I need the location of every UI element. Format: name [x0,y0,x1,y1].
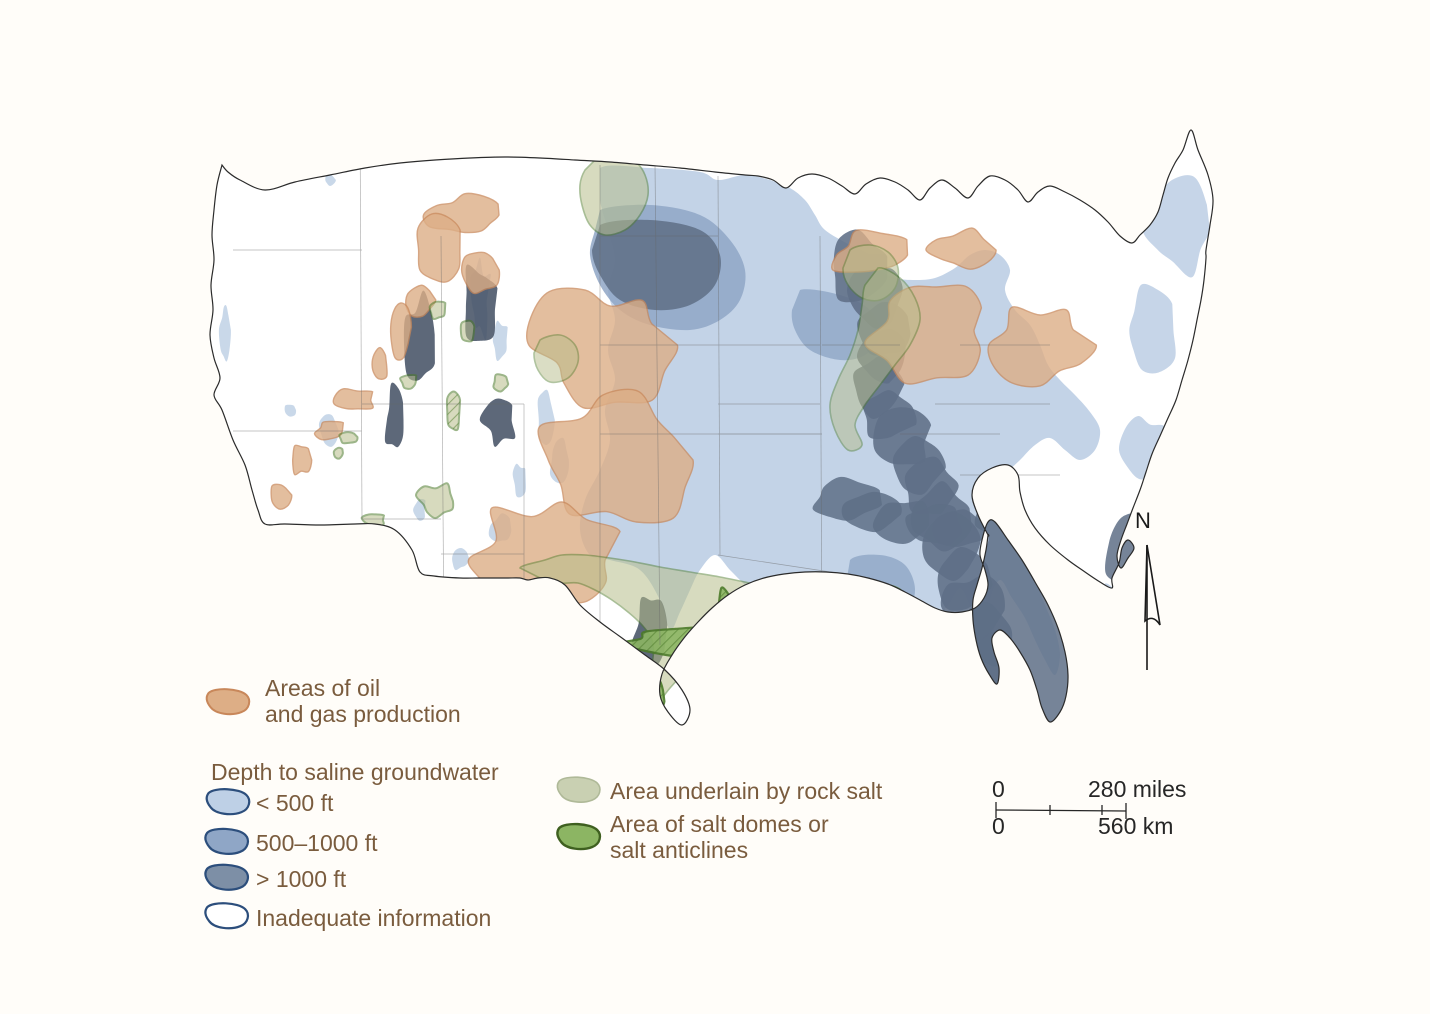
svg-text:N: N [1135,508,1151,533]
svg-text:Depth to saline groundwater: Depth to saline groundwater [211,759,499,785]
svg-text:560 km: 560 km [1098,813,1173,839]
svg-text:> 1000 ft: > 1000 ft [256,866,347,892]
svg-text:salt anticlines: salt anticlines [610,837,748,863]
svg-text:< 500 ft: < 500 ft [256,790,334,816]
svg-text:and gas production: and gas production [265,701,461,727]
svg-text:500–1000 ft: 500–1000 ft [256,830,378,856]
svg-text:Areas of oil: Areas of oil [265,675,380,701]
svg-text:280 miles: 280 miles [1088,776,1186,802]
svg-text:Area of salt domes or: Area of salt domes or [610,811,829,837]
svg-text:Inadequate information: Inadequate information [256,905,491,931]
svg-text:0: 0 [992,813,1005,839]
svg-text:Area underlain by rock salt: Area underlain by rock salt [610,778,883,804]
svg-text:0: 0 [992,776,1005,802]
